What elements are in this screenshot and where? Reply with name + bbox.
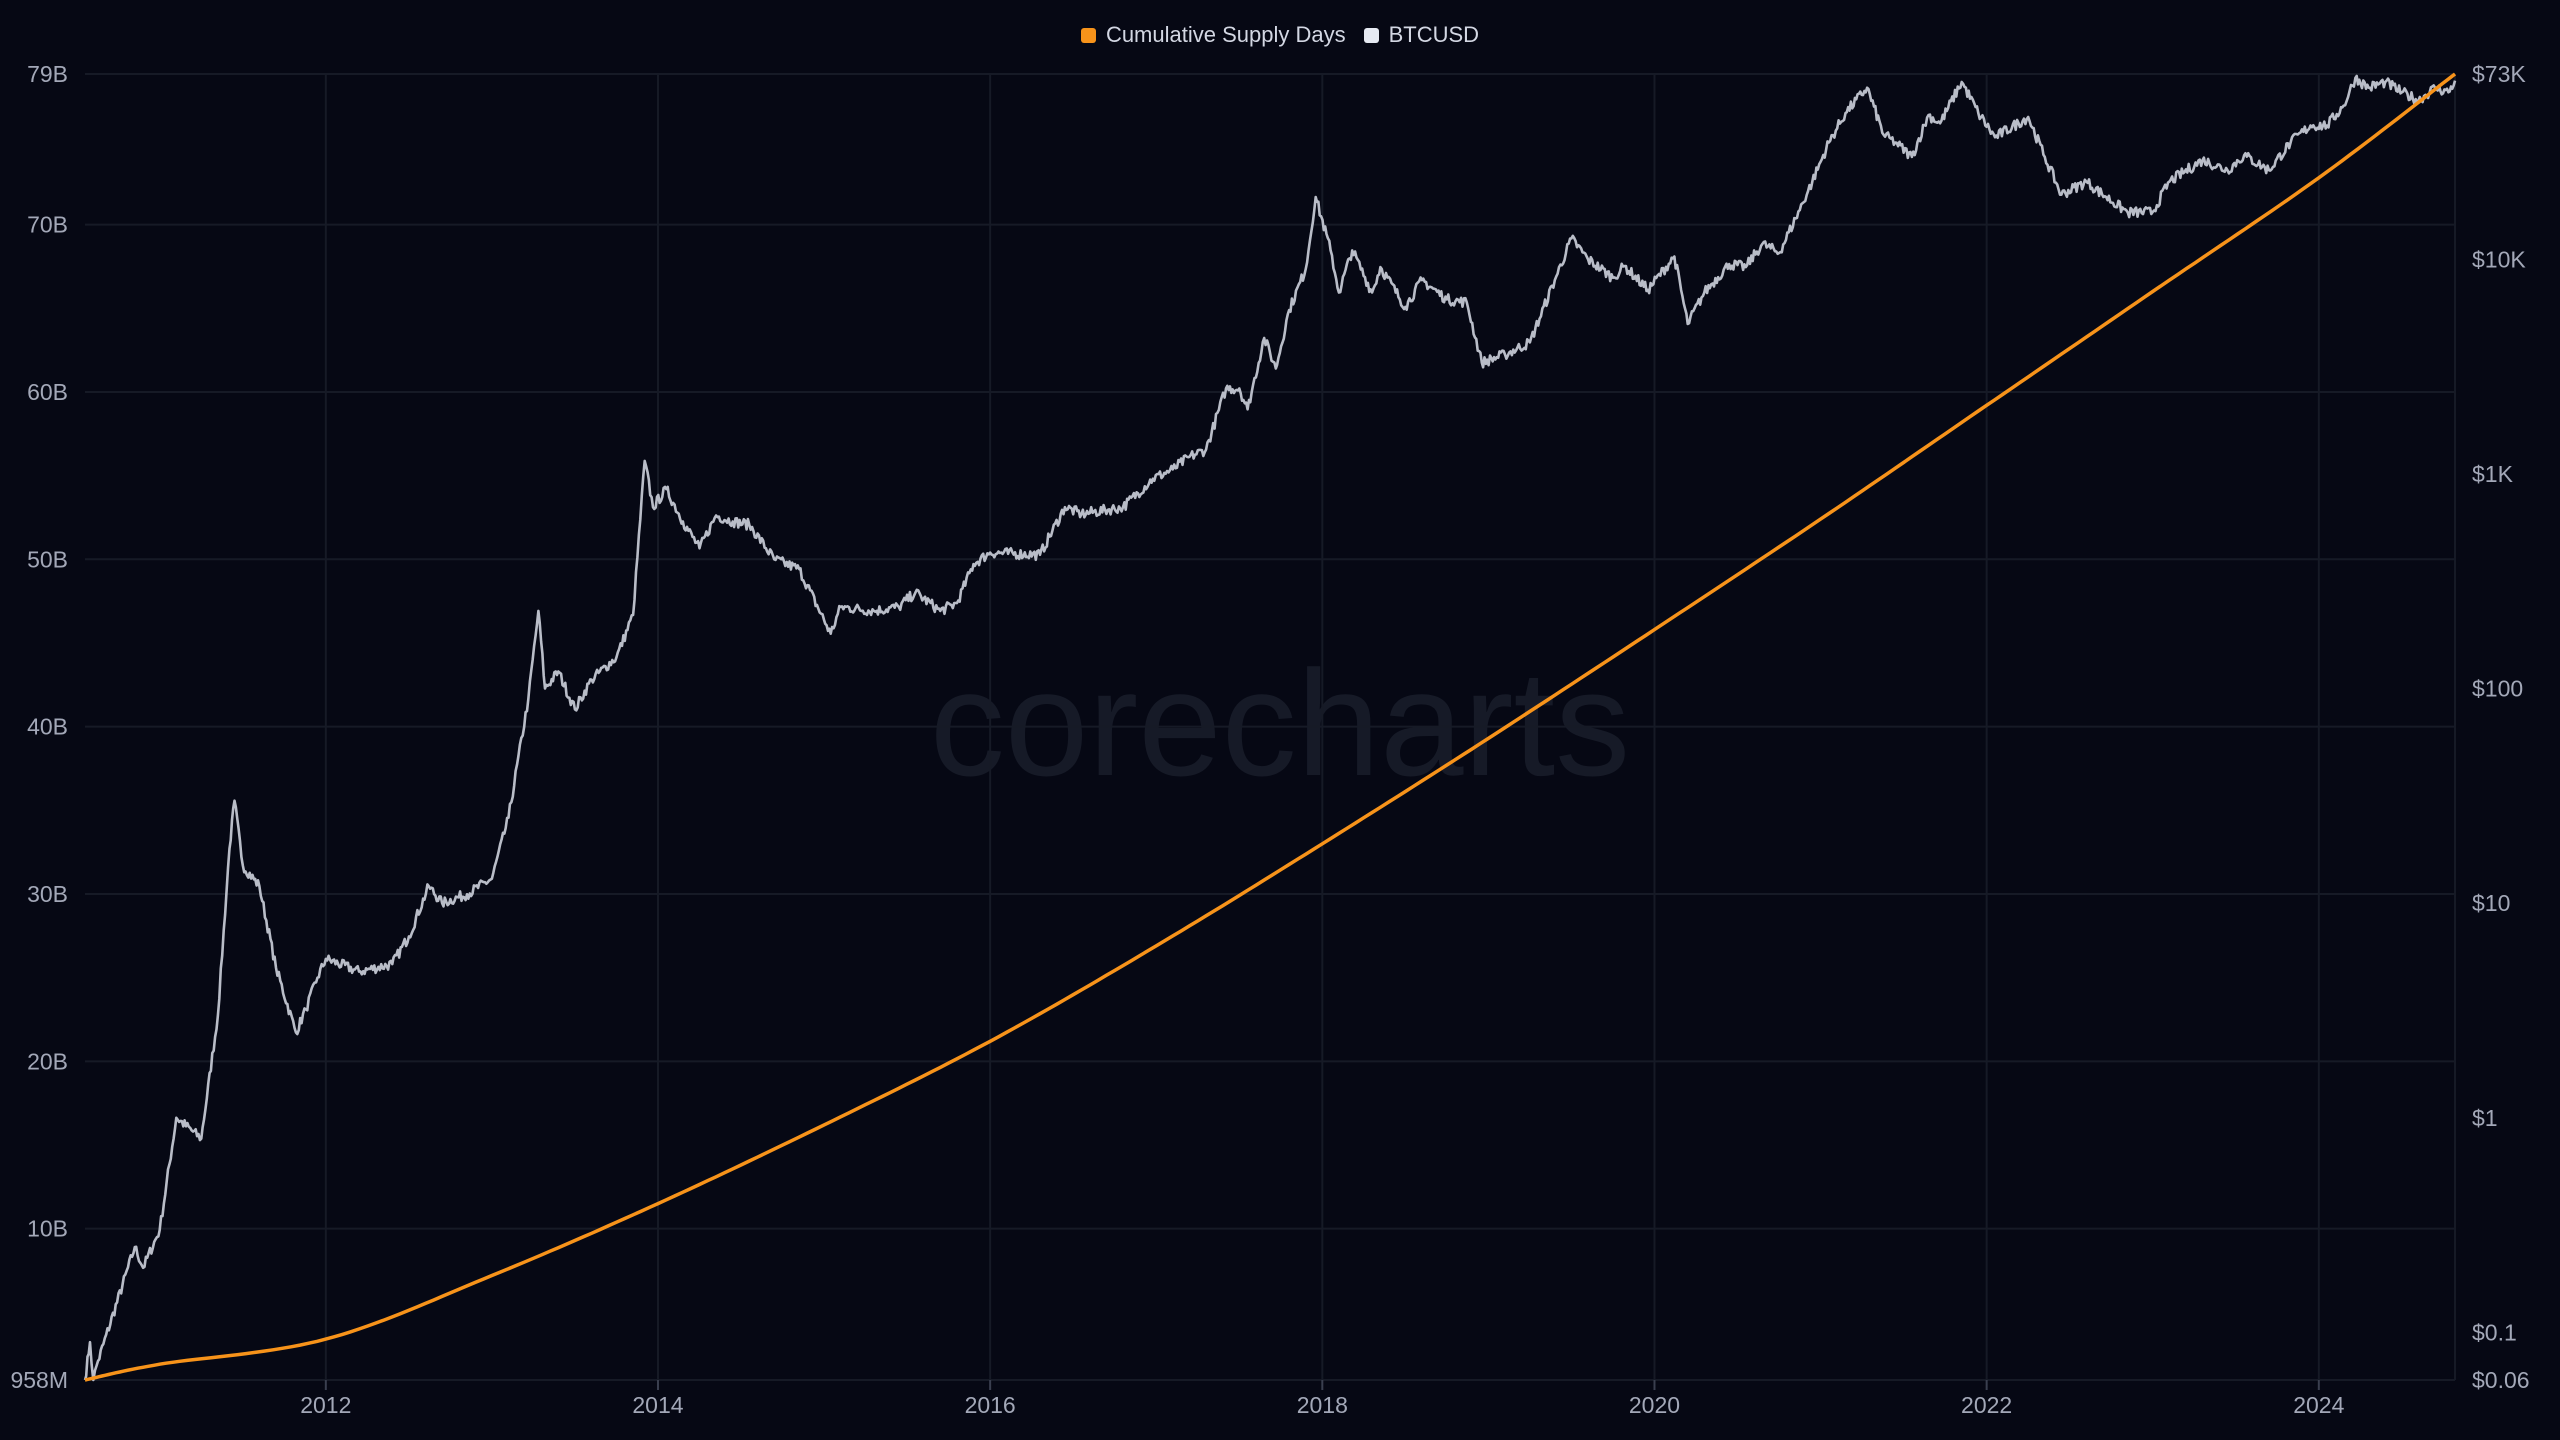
legend-label-btcusd: BTCUSD [1388, 22, 1480, 47]
x-tick-label: 2024 [2293, 1392, 2344, 1418]
y-left-tick-label: 60B [27, 379, 68, 405]
grid [85, 73, 2456, 1390]
x-tick-label: 2020 [1629, 1392, 1680, 1418]
series-lines [83, 72, 2457, 1382]
y-left-tick-label: 10B [27, 1216, 68, 1242]
y-left-tick-label: 20B [27, 1048, 68, 1074]
y-right-tick-label: $10 [2472, 890, 2510, 916]
x-tick-label: 2016 [965, 1392, 1016, 1418]
legend-item-btcusd[interactable]: BTCUSD [1363, 22, 1480, 48]
legend-item-supply[interactable]: Cumulative Supply Days [1080, 22, 1346, 48]
axis-ticks: 958M 10B 20B 30B 40B 50B 60B 70B 79B $0.06 $0.1 $1 $… [10, 61, 2529, 1418]
x-tick-label: 2014 [632, 1392, 683, 1418]
y-left-tick-label: 958M [10, 1367, 68, 1393]
legend-label-supply: Cumulative Supply Days [1105, 22, 1346, 47]
x-tick-label: 2022 [1961, 1392, 2012, 1418]
y-right-tick-label: $1 [2472, 1105, 2498, 1131]
y-left-tick-label: 50B [27, 546, 68, 572]
y-right-tick-label: $0.06 [2472, 1367, 2530, 1393]
y-right-tick-label: $1K [2472, 461, 2514, 487]
y-left-tick-label: 79B [27, 61, 68, 87]
y-right-tick-label: $73K [2472, 61, 2526, 87]
legend-swatch-btcusd [1363, 27, 1379, 43]
y-right-tick-label: $0.1 [2472, 1319, 2517, 1345]
watermark: corecharts [930, 639, 1630, 807]
y-right-tick-label: $100 [2472, 676, 2523, 702]
x-tick-label: 2018 [1297, 1392, 1348, 1418]
btcusd-line [83, 74, 2457, 1382]
y-left-tick-label: 40B [27, 714, 68, 740]
x-tick-label: 2012 [300, 1392, 351, 1418]
cumulative-supply-days-line [84, 72, 2457, 1382]
y-left-tick-label: 30B [27, 881, 68, 907]
legend-swatch-supply [1080, 27, 1096, 43]
y-right-tick-label: $10K [2472, 246, 2526, 272]
legend: Cumulative Supply Days BTCUSD [0, 22, 2560, 48]
y-left-tick-label: 70B [27, 212, 68, 238]
